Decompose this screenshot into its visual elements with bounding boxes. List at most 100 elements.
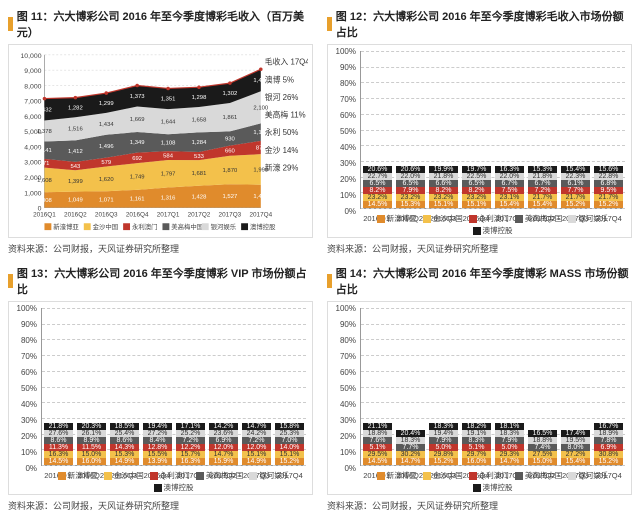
bar-segment: 8.4%: [143, 437, 172, 444]
bar-segment: 15.3%: [110, 451, 139, 458]
svg-text:2016Q4: 2016Q4: [126, 211, 149, 218]
bar-segment: 8.6%: [44, 437, 73, 444]
bar-segment: 29.5%: [363, 451, 392, 458]
bar-segment: 7.0%: [275, 437, 304, 444]
bar-segment: 11.5%: [77, 444, 106, 451]
svg-text:1,797: 1,797: [161, 172, 176, 178]
bar-segment: 16.3%: [495, 166, 524, 173]
bar-segment: 23.1%: [495, 194, 524, 201]
bar-segment: 16.3%: [44, 451, 73, 458]
panel-13-title: 图 13：六大博彩公司 2016 年至今季度博彩 VIP 市场份额占比: [17, 265, 313, 297]
svg-text:930: 930: [225, 136, 236, 142]
bar-segment: 15.1%: [429, 201, 458, 208]
bar-segment: 21.8%: [44, 423, 73, 430]
svg-text:584: 584: [163, 154, 174, 160]
bar-segment: 15.6%: [594, 166, 623, 173]
bar-segment: 21.7%: [528, 194, 557, 201]
bar-segment: 5.1%: [462, 444, 491, 451]
panel-13: 图 13：六大博彩公司 2016 年至今季度博彩 VIP 市场份额占比 14.5…: [8, 265, 313, 512]
svg-text:10,000: 10,000: [20, 53, 41, 60]
svg-text:1,049: 1,049: [68, 198, 83, 204]
bar-segment: 18.8%: [363, 430, 392, 437]
svg-text:永利 50%: 永利 50%: [265, 127, 299, 137]
bar-segment: 23.2%: [396, 194, 425, 201]
bar-segment: 22.5%: [462, 173, 491, 180]
bar-segment: 14.0%: [275, 444, 304, 451]
bar-segment: 14.7%: [396, 458, 425, 465]
panel-11-source: 资料来源：公司财报，天风证券研究所整理: [8, 242, 313, 255]
svg-text:1,161: 1,161: [130, 197, 145, 203]
svg-text:1,499: 1,499: [253, 194, 268, 200]
bar-segment: 7.5%: [495, 187, 524, 194]
bar-segment: 19.7%: [462, 166, 491, 173]
bar-segment: 6.9%: [209, 437, 238, 444]
bar-segment: 15.4%: [495, 201, 524, 208]
svg-text:新濠 29%: 新濠 29%: [265, 162, 299, 172]
bar-segment: 23.6%: [209, 430, 238, 437]
panel-11-svg: 01,0002,0003,0004,0005,0006,0007,0008,00…: [13, 49, 308, 235]
svg-text:1,351: 1,351: [161, 97, 176, 103]
svg-text:1,432: 1,432: [37, 107, 52, 113]
bar-segment: 7.7%: [561, 187, 590, 194]
bar-segment: 6.9%: [594, 444, 623, 451]
panel-13-chart: 14.5%16.3%11.3%8.6%27.6%21.8%16.0%15.0%1…: [8, 301, 313, 495]
bar-segment: 15.2%: [594, 458, 623, 465]
bar-segment: 16.0%: [462, 458, 491, 465]
bar-segment: 19.1%: [462, 430, 491, 437]
panel-13-source: 资料来源：公司财报，天风证券研究所整理: [8, 499, 313, 512]
panel-11-title-bar: 图 11：六大博彩公司 2016 年至今季度博彩毛收入（百万美元）: [8, 8, 313, 40]
bar-segment: 6.5%: [462, 180, 491, 187]
svg-text:571: 571: [40, 161, 50, 167]
bar-segment: 7.9%: [495, 437, 524, 444]
bar-segment: 7.2%: [528, 187, 557, 194]
bar-segment: 12.8%: [143, 444, 172, 451]
bar-segment: 22.7%: [363, 173, 392, 180]
bar-segment: 15.8%: [275, 423, 304, 430]
bar-segment: 15.2%: [275, 458, 304, 465]
bar-segment: 15.5%: [143, 451, 172, 458]
bar-segment: 7.7%: [396, 444, 425, 451]
bar-segment: 15.9%: [209, 458, 238, 465]
svg-text:1,658: 1,658: [192, 118, 207, 124]
bar-segment: 7.4%: [528, 444, 557, 451]
bar-segment: 22.8%: [594, 173, 623, 180]
bar-segment: 19.4%: [143, 423, 172, 430]
bar-segment: 21.1%: [363, 423, 392, 430]
bar-segment: 20.6%: [363, 166, 392, 173]
panel-11-chart: 01,0002,0003,0004,0005,0006,0007,0008,00…: [8, 44, 313, 238]
svg-text:1,298: 1,298: [192, 95, 207, 101]
bar-segment: 6.5%: [363, 180, 392, 187]
bar-segment: 15.2%: [429, 458, 458, 465]
svg-text:8,000: 8,000: [24, 83, 41, 90]
bar-segment: 15.3%: [396, 201, 425, 208]
svg-text:2016Q2: 2016Q2: [64, 211, 87, 218]
bar-segment: 8.2%: [462, 187, 491, 194]
bar-segment: 18.5%: [110, 423, 139, 430]
bar-segment: 20.6%: [396, 166, 425, 173]
svg-text:金沙 14%: 金沙 14%: [265, 145, 299, 155]
bar-segment: 7.9%: [429, 437, 458, 444]
bar-segment: 7.2%: [176, 437, 205, 444]
svg-text:1,496: 1,496: [99, 144, 114, 150]
bar-segment: 13.9%: [143, 458, 172, 465]
svg-text:6,000: 6,000: [24, 114, 41, 121]
svg-text:9,000: 9,000: [24, 68, 41, 75]
bar-segment: 15.7%: [176, 451, 205, 458]
bar-segment: 15.1%: [275, 451, 304, 458]
svg-text:1,870: 1,870: [223, 168, 238, 174]
panel-11-title: 图 11：六大博彩公司 2016 年至今季度博彩毛收入（百万美元）: [17, 8, 313, 40]
bar-segment: 8.0%: [561, 444, 590, 451]
svg-text:美高梅 11%: 美高梅 11%: [265, 110, 306, 120]
chart-grid: 图 11：六大博彩公司 2016 年至今季度博彩毛收入（百万美元） 01,000…: [8, 8, 632, 512]
bar-segment: 27.6%: [44, 430, 73, 437]
panel-14: 图 14：六大博彩公司 2016 年至今季度博彩 MASS 市场份额占比 14.…: [327, 265, 632, 512]
bar-segment: 29.8%: [429, 451, 458, 458]
bar-segment: 7.9%: [396, 187, 425, 194]
svg-text:543: 543: [70, 164, 81, 170]
bar-segment: 15.0%: [528, 458, 557, 465]
bar-segment: 7.2%: [242, 437, 271, 444]
bar-segment: 18.3%: [396, 437, 425, 444]
bar-segment: 18.9%: [594, 430, 623, 437]
svg-text:7,000: 7,000: [24, 99, 41, 106]
bar-segment: 18.2%: [462, 423, 491, 430]
